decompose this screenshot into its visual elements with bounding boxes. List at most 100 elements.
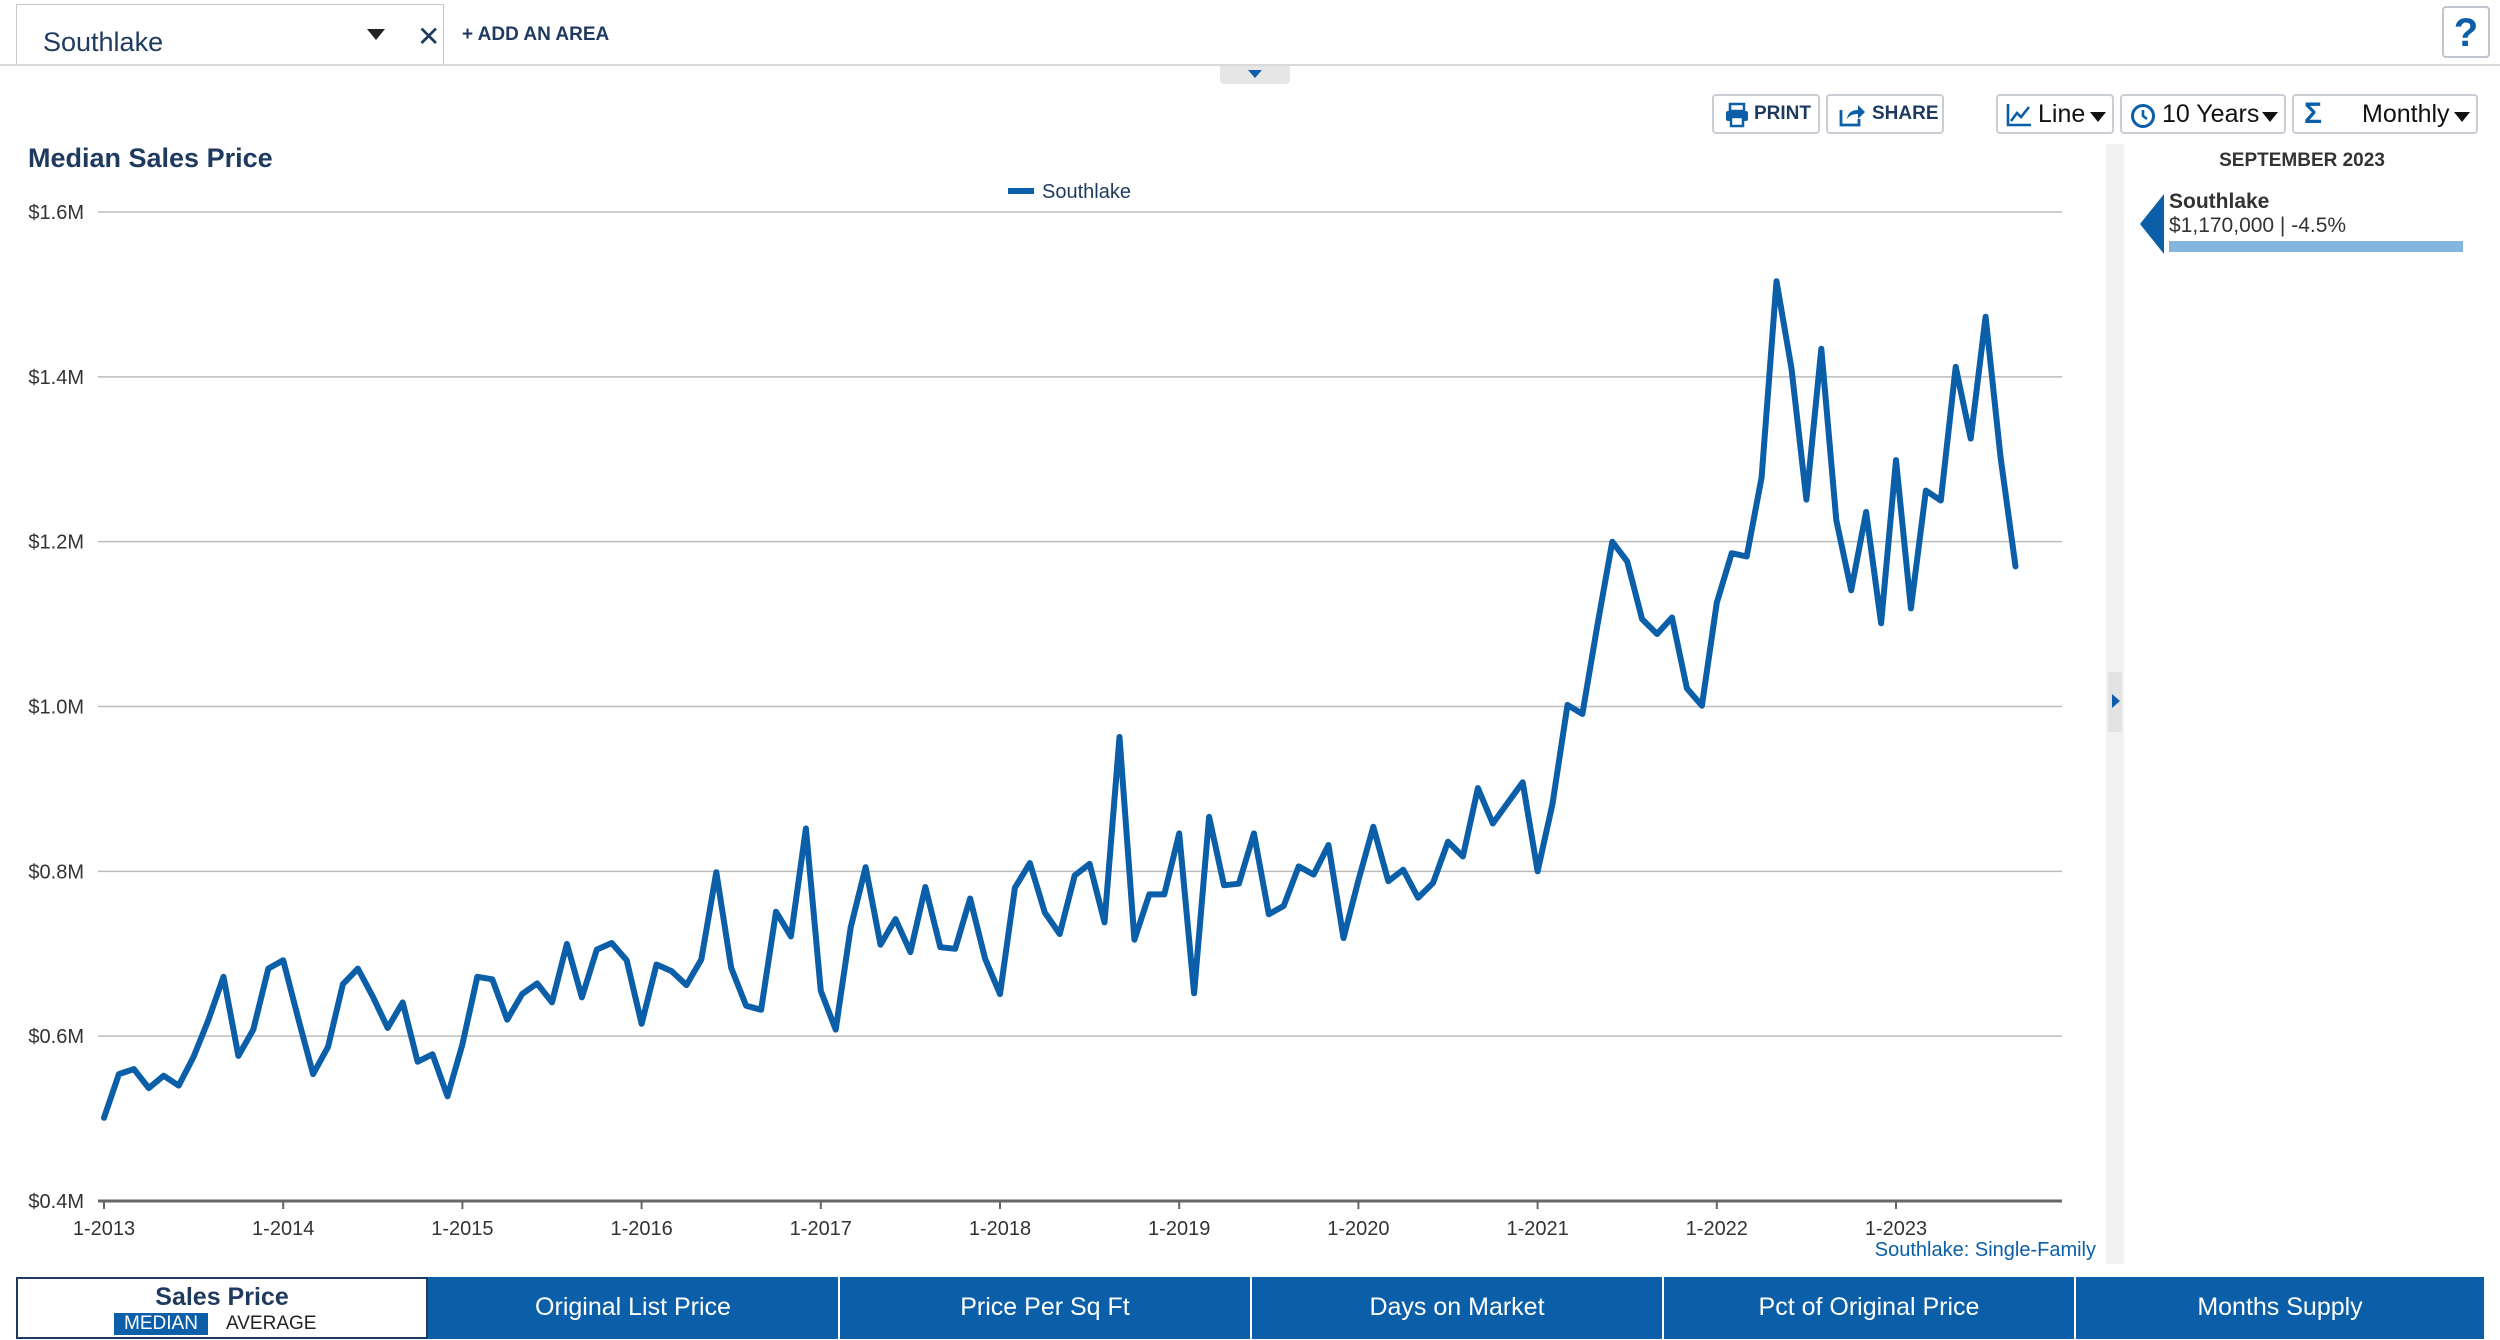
data-point (400, 999, 406, 1005)
share-button[interactable]: SHARE (1826, 94, 1944, 134)
tab-months-supply[interactable]: Months Supply (2076, 1277, 2484, 1339)
data-point (1729, 550, 1735, 556)
panel-area-value: $1,170,000 | -4.5% (2169, 214, 2347, 237)
data-point (1609, 539, 1615, 545)
data-point (221, 974, 227, 980)
data-point (1400, 867, 1406, 873)
x-tick-label: 1-2015 (431, 1218, 493, 1240)
data-point (713, 869, 719, 875)
data-point (1266, 911, 1272, 917)
data-point (1789, 366, 1795, 372)
share-icon (1839, 105, 1865, 127)
y-tick-label: $0.8M (28, 861, 84, 883)
data-point (1221, 882, 1227, 888)
data-point (1923, 488, 1929, 494)
data-point (1191, 990, 1197, 996)
data-point (206, 1017, 212, 1023)
data-point (1236, 881, 1242, 887)
time-range-select[interactable]: 10 Years (2120, 94, 2286, 134)
data-point (683, 982, 689, 988)
x-tick-label: 1-2021 (1506, 1218, 1568, 1240)
data-point (1744, 554, 1750, 560)
y-tick-label: $1.4M (28, 367, 84, 389)
series-line-southlake (101, 278, 2019, 1121)
data-point (504, 1017, 510, 1023)
tab-pct-of-original-price[interactable]: Pct of Original Price (1664, 1277, 2076, 1339)
tab-days-on-market[interactable]: Days on Market (1252, 1277, 1664, 1339)
data-point (131, 1066, 137, 1072)
data-point (191, 1054, 197, 1060)
close-icon[interactable]: ✕ (417, 21, 441, 52)
help-button[interactable]: ? (2442, 6, 2490, 58)
tab-sales-price[interactable]: Sales Price MEDIAN AVERAGE (16, 1277, 428, 1339)
data-point (1774, 278, 1780, 284)
data-point (340, 981, 346, 987)
panel-area-name: Southlake (2169, 190, 2270, 213)
data-point (1012, 885, 1018, 891)
data-point (1027, 860, 1033, 866)
data-point (146, 1085, 152, 1091)
data-point (1998, 454, 2004, 460)
chevron-down-icon (2454, 112, 2470, 122)
data-point (1475, 785, 1481, 791)
data-point (1505, 800, 1511, 806)
data-point (1833, 517, 1839, 523)
data-point (1430, 880, 1436, 886)
data-point (295, 1015, 301, 1021)
x-tick-label: 1-2016 (610, 1218, 672, 1240)
interval-select[interactable]: Σ Monthly (2292, 94, 2478, 134)
data-point (519, 991, 525, 997)
data-point (1714, 600, 1720, 606)
data-point (459, 1041, 465, 1047)
area-name: Southlake (43, 27, 164, 57)
tab-price-per-sq-ft[interactable]: Price Per Sq Ft (840, 1277, 1252, 1339)
data-point (1669, 615, 1675, 621)
data-point (698, 957, 704, 963)
data-point (952, 946, 958, 952)
data-point (773, 909, 779, 915)
chart-type-select[interactable]: Line (1996, 94, 2114, 134)
data-point (1445, 839, 1451, 845)
median-toggle[interactable]: MEDIAN (114, 1313, 208, 1335)
data-point (2013, 563, 2019, 569)
data-point (325, 1044, 331, 1050)
area-selector[interactable]: Southlake ✕ (16, 4, 444, 64)
average-toggle[interactable]: AVERAGE (226, 1313, 317, 1334)
data-point (1818, 346, 1824, 352)
data-point (1206, 814, 1212, 820)
panel-value-bar (2169, 241, 2463, 252)
print-button[interactable]: PRINT (1712, 94, 1820, 134)
data-point (1684, 685, 1690, 691)
x-tick-label: 1-2023 (1865, 1218, 1927, 1240)
chevron-down-icon[interactable] (367, 29, 385, 40)
data-point (1803, 497, 1809, 503)
collapse-panel-toggle[interactable] (1220, 66, 1290, 84)
data-point (669, 968, 675, 974)
data-point (1968, 436, 1974, 442)
data-point (1341, 935, 1347, 941)
chart-footnote: Southlake: Single-Family (1875, 1239, 2096, 1261)
data-point (1699, 703, 1705, 709)
data-point (1565, 702, 1571, 708)
data-point (594, 947, 600, 953)
area-bar: Southlake ✕ + ADD AN AREA ? (0, 0, 2500, 66)
data-point (1042, 910, 1048, 916)
data-point (101, 1115, 107, 1121)
data-point (415, 1059, 421, 1065)
data-point (1953, 364, 1959, 370)
chevron-down-icon (2262, 112, 2278, 122)
data-point (818, 988, 824, 994)
data-point (1520, 779, 1526, 785)
data-point (1102, 919, 1108, 925)
y-tick-label: $1.0M (28, 697, 84, 719)
data-point (967, 896, 973, 902)
add-area-button[interactable]: + ADD AN AREA (462, 24, 610, 45)
data-point (1176, 830, 1182, 836)
panel-collapse-toggle[interactable] (2108, 672, 2122, 732)
tab-original-list-price[interactable]: Original List Price (428, 1277, 840, 1339)
interval-value: Monthly (2362, 100, 2450, 128)
data-point (474, 974, 480, 980)
x-tick-label: 1-2019 (1148, 1218, 1210, 1240)
data-point (997, 991, 1003, 997)
y-tick-label: $0.6M (28, 1026, 84, 1048)
